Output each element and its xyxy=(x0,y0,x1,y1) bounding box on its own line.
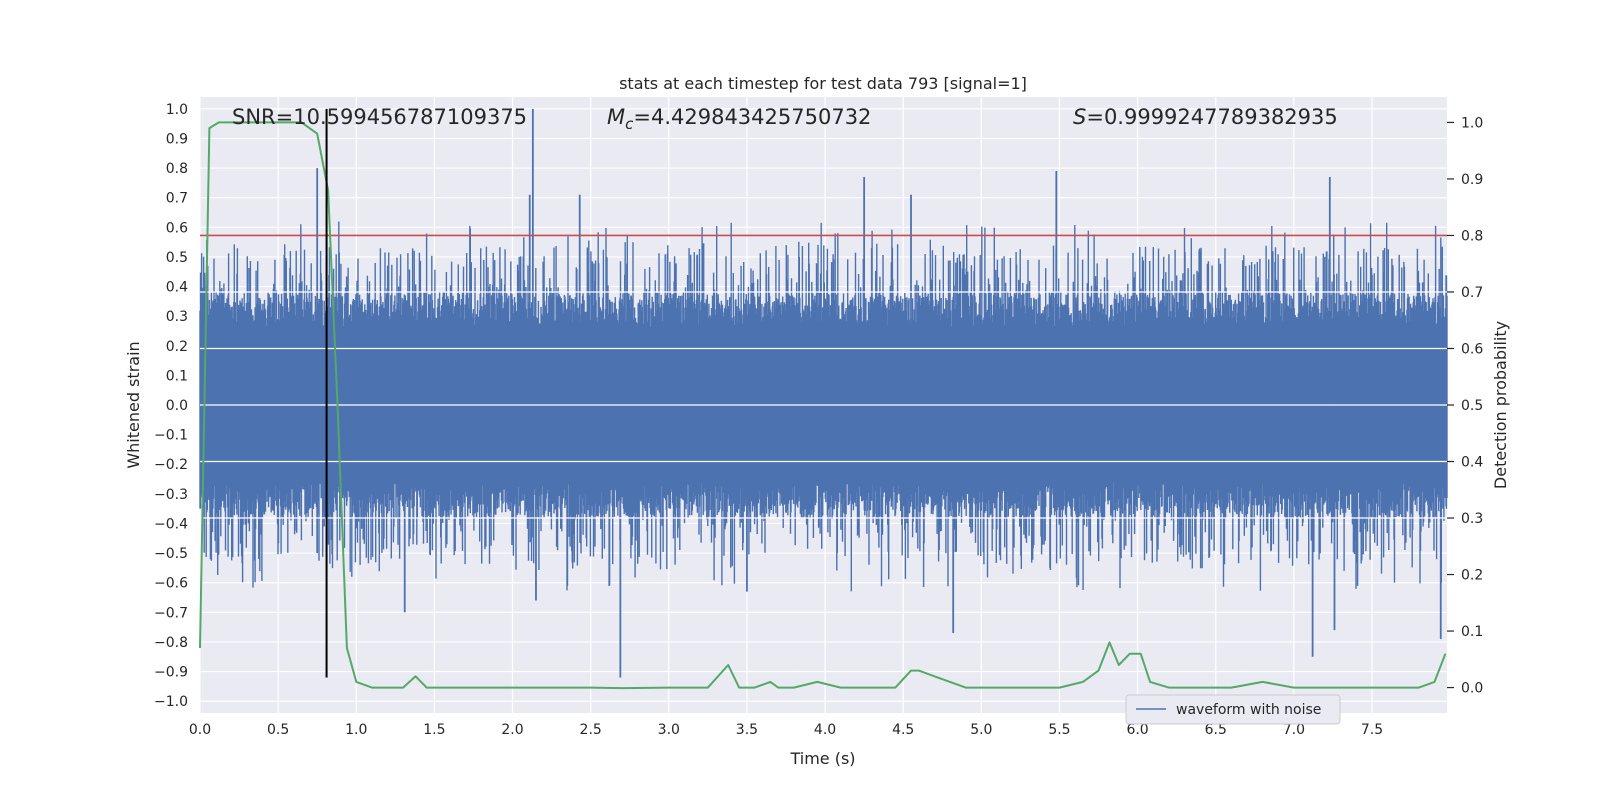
legend-entry-waveform: waveform with noise xyxy=(1176,702,1321,718)
y-tick-label: −0.7 xyxy=(154,605,188,621)
right-y-tick-label: 0.2 xyxy=(1461,568,1483,584)
y-tick-label: −0.4 xyxy=(154,516,188,532)
x-tick-label: 0.5 xyxy=(267,722,289,738)
y-axis-label: Whitened strain xyxy=(124,341,143,468)
legend: waveform with noise xyxy=(1125,694,1341,725)
x-tick-label: 3.0 xyxy=(658,722,680,738)
x-tick-label: 4.0 xyxy=(814,722,836,738)
y-tick-label: 0.8 xyxy=(166,161,188,177)
right-y-tick-label: 0.7 xyxy=(1461,285,1483,301)
y-tick-label: −0.9 xyxy=(154,665,188,681)
y-tick-label: 0.6 xyxy=(166,220,188,236)
y-tick-label: −0.2 xyxy=(154,457,188,473)
chirp-mass-annotation: Mc=4.429843425750732 xyxy=(607,105,871,133)
score-value: =0.9999247789382935 xyxy=(1086,105,1337,129)
x-tick-label: 0.0 xyxy=(189,722,211,738)
right-y-axis-ticks: 0.0 0.1 0.2 0.3 0.4 0.5 0.6 0.7 0.8 0.9 1.0 xyxy=(1447,115,1483,697)
x-tick-label: 3.5 xyxy=(736,722,758,738)
right-y-tick-label: 0.1 xyxy=(1461,624,1483,640)
x-tick-label: 7.5 xyxy=(1361,722,1383,738)
x-tick-label: 2.0 xyxy=(501,722,523,738)
y-tick-label: −1.0 xyxy=(154,694,188,710)
right-y-tick-label: 0.6 xyxy=(1461,341,1483,357)
y-tick-label: 0.2 xyxy=(166,339,188,355)
y-axis-ticks: −1.0 −0.9 −0.8 −0.7 −0.6 −0.5 −0.4 −0.3 −0.2 −0.1… xyxy=(154,102,188,710)
y-tick-label: −0.1 xyxy=(154,428,188,444)
chirp-mass-subscript: c xyxy=(625,115,634,133)
x-tick-label: 2.5 xyxy=(580,722,602,738)
y-tick-label: 0.0 xyxy=(166,398,188,414)
x-axis-ticks: 0.0 0.5 1.0 1.5 2.0 2.5 3.0 3.5 4.0 4.5 5.0 5.5 6.0 6… xyxy=(189,722,1383,738)
y-tick-label: −0.6 xyxy=(154,576,188,592)
score-annotation: S=0.9999247789382935 xyxy=(1073,105,1338,129)
right-y-tick-label: 0.5 xyxy=(1461,398,1483,414)
x-tick-label: 6.0 xyxy=(1126,722,1148,738)
y-tick-label: −0.8 xyxy=(154,635,188,651)
y-tick-label: −0.3 xyxy=(154,487,188,503)
snr-annotation: SNR=10.599456787109375 xyxy=(232,105,527,129)
x-tick-label: 1.5 xyxy=(423,722,445,738)
score-symbol: S xyxy=(1073,105,1086,129)
x-axis-label: Time (s) xyxy=(789,749,855,768)
y-tick-label: 0.9 xyxy=(166,131,188,147)
right-y-axis-label: Detection probability xyxy=(1491,321,1510,489)
y-tick-label: 0.5 xyxy=(166,250,188,266)
waveform-noise-trace xyxy=(199,221,1448,592)
detection-probability-line xyxy=(199,121,1447,690)
x-tick-label: 6.5 xyxy=(1205,722,1227,738)
right-y-tick-label: 0.8 xyxy=(1461,228,1483,244)
chirp-mass-symbol: M xyxy=(607,105,625,129)
legend-box xyxy=(1125,694,1341,725)
x-tick-label: 5.5 xyxy=(1048,722,1070,738)
x-tick-label: 7.0 xyxy=(1283,722,1305,738)
y-tick-label: 0.3 xyxy=(166,309,188,325)
y-tick-label: 0.4 xyxy=(166,280,188,296)
y-tick-label: 0.7 xyxy=(166,191,188,207)
right-y-tick-label: 0.0 xyxy=(1461,681,1483,697)
right-y-tick-label: 0.9 xyxy=(1461,172,1483,188)
right-y-tick-label: 1.0 xyxy=(1461,115,1483,131)
chirp-mass-value: =4.429843425750732 xyxy=(633,105,871,129)
x-tick-label: 5.0 xyxy=(970,722,992,738)
y-tick-label: 1.0 xyxy=(166,102,188,118)
waveform-with-noise-series xyxy=(199,108,1448,678)
y-tick-label: 0.1 xyxy=(166,368,188,384)
overlay-layer xyxy=(199,108,1447,690)
x-tick-label: 1.0 xyxy=(345,722,367,738)
right-y-tick-label: 0.3 xyxy=(1461,511,1483,527)
chart-title: stats at each timestep for test data 793… xyxy=(619,74,1027,93)
right-y-tick-label: 0.4 xyxy=(1461,455,1483,471)
y-tick-label: −0.5 xyxy=(154,546,188,562)
x-tick-label: 4.5 xyxy=(892,722,914,738)
